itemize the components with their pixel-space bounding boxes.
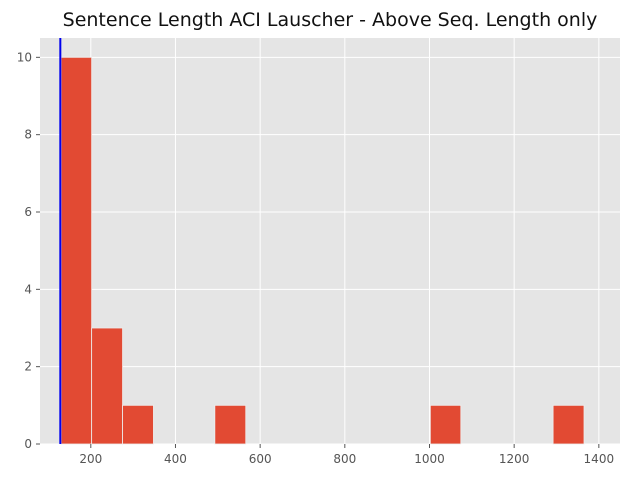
histogram-bar xyxy=(91,327,123,445)
y-tick-label: 2 xyxy=(24,360,32,374)
histogram-bar xyxy=(122,404,154,445)
chart-title: Sentence Length ACI Lauscher - Above Seq… xyxy=(62,9,598,31)
x-tick-label: 600 xyxy=(249,452,272,466)
y-tick-label: 10 xyxy=(17,50,32,64)
histogram-bar xyxy=(429,404,462,445)
x-tick-label: 400 xyxy=(164,452,187,466)
histogram-bar xyxy=(214,404,247,445)
x-tick-label: 1200 xyxy=(499,452,530,466)
histogram-bar xyxy=(552,404,585,445)
y-tick-label: 4 xyxy=(24,282,32,296)
histogram-bar xyxy=(60,56,93,445)
x-tick-label: 1400 xyxy=(584,452,615,466)
y-tick-label: 8 xyxy=(24,128,32,142)
x-tick-label: 1000 xyxy=(414,452,445,466)
x-tick-label: 200 xyxy=(79,452,102,466)
y-tick-label: 6 xyxy=(24,205,32,219)
y-tick-label: 0 xyxy=(24,437,32,451)
x-tick-label: 800 xyxy=(333,452,356,466)
plot-background xyxy=(40,38,620,444)
